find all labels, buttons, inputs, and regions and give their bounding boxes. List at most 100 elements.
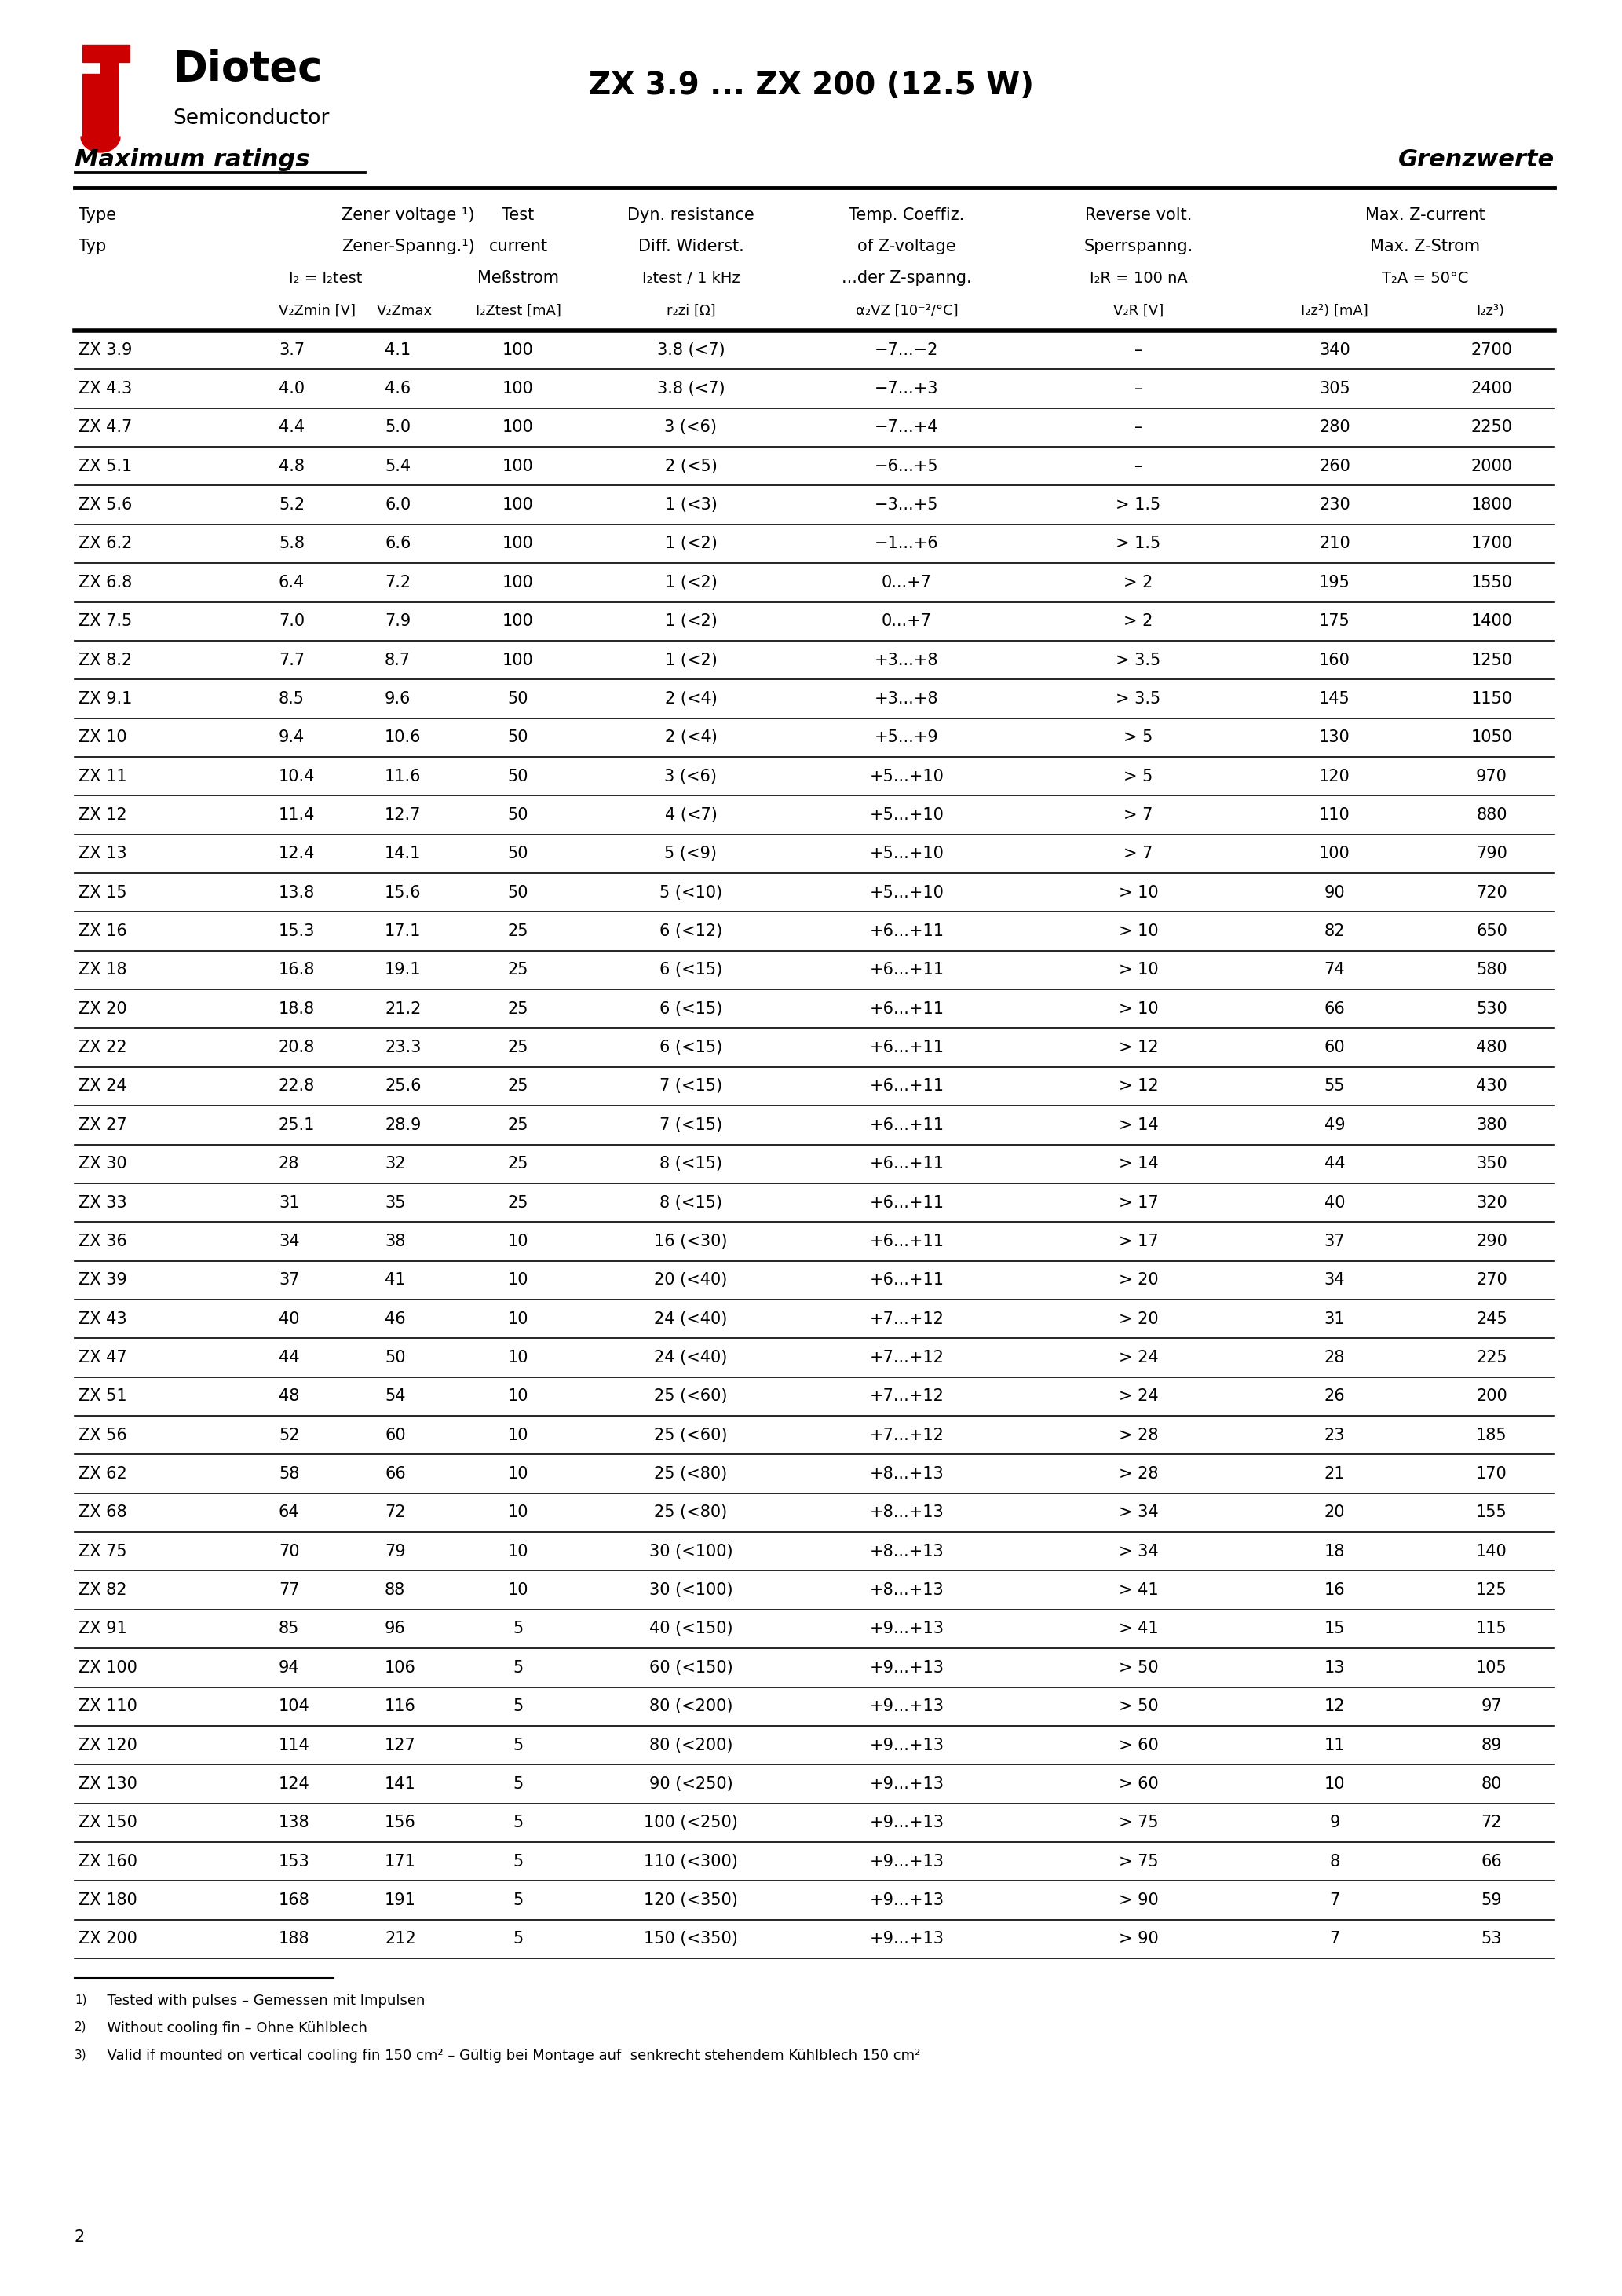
Text: 3.7: 3.7: [279, 342, 305, 358]
Text: 13.8: 13.8: [279, 884, 315, 900]
Text: 16: 16: [1324, 1582, 1345, 1598]
Text: 90 (<250): 90 (<250): [649, 1777, 733, 1791]
Text: 41: 41: [384, 1272, 406, 1288]
Text: 2 (<4): 2 (<4): [665, 730, 717, 746]
Text: 141: 141: [384, 1777, 415, 1791]
Text: +6...+11: +6...+11: [869, 1194, 944, 1210]
Text: 5: 5: [513, 1892, 524, 1908]
Text: > 10: > 10: [1119, 962, 1158, 978]
Text: > 34: > 34: [1119, 1504, 1158, 1520]
Text: 96: 96: [384, 1621, 406, 1637]
Text: 380: 380: [1476, 1118, 1507, 1132]
Text: 100 (<250): 100 (<250): [644, 1814, 738, 1830]
Text: 48: 48: [279, 1389, 300, 1405]
Text: 25: 25: [508, 962, 529, 978]
Text: 5.2: 5.2: [279, 498, 305, 512]
Text: 880: 880: [1476, 808, 1507, 822]
Text: Grenzwerte: Grenzwerte: [1398, 149, 1554, 172]
Text: 127: 127: [384, 1738, 415, 1754]
Text: 4.1: 4.1: [384, 342, 410, 358]
Text: 22.8: 22.8: [279, 1079, 315, 1095]
Text: 58: 58: [279, 1467, 300, 1481]
Bar: [83, 73, 99, 138]
Text: > 1.5: > 1.5: [1116, 535, 1161, 551]
Text: −6...+5: −6...+5: [874, 459, 939, 473]
Text: 100: 100: [503, 652, 534, 668]
Text: 290: 290: [1476, 1233, 1507, 1249]
Text: +6...+11: +6...+11: [869, 1118, 944, 1132]
Text: 7.7: 7.7: [279, 652, 305, 668]
Text: 90: 90: [1324, 884, 1345, 900]
Text: 210: 210: [1319, 535, 1350, 551]
Text: > 34: > 34: [1119, 1543, 1158, 1559]
Text: 4.0: 4.0: [279, 381, 305, 397]
Text: 100: 100: [503, 342, 534, 358]
Text: +9...+13: +9...+13: [869, 1931, 944, 1947]
Text: 195: 195: [1319, 574, 1350, 590]
Text: +7...+12: +7...+12: [869, 1311, 944, 1327]
Text: +8...+13: +8...+13: [869, 1543, 944, 1559]
Text: +3...+8: +3...+8: [874, 691, 939, 707]
Text: 9: 9: [1330, 1814, 1340, 1830]
Text: 25 (<60): 25 (<60): [654, 1428, 728, 1442]
Text: 10: 10: [508, 1311, 529, 1327]
Text: > 20: > 20: [1119, 1311, 1158, 1327]
Text: 60: 60: [384, 1428, 406, 1442]
Text: ZX 130: ZX 130: [78, 1777, 138, 1791]
Text: 5: 5: [513, 1853, 524, 1869]
Text: ZX 120: ZX 120: [78, 1738, 138, 1754]
Text: > 41: > 41: [1119, 1582, 1158, 1598]
Text: 2250: 2250: [1471, 420, 1512, 436]
Text: 10: 10: [508, 1272, 529, 1288]
Text: 25: 25: [508, 1155, 529, 1171]
Text: Dyn. resistance: Dyn. resistance: [628, 207, 754, 223]
Text: +9...+13: +9...+13: [869, 1738, 944, 1754]
Text: r₂zi [Ω]: r₂zi [Ω]: [667, 303, 715, 319]
Text: Semiconductor: Semiconductor: [172, 108, 329, 129]
Text: 320: 320: [1476, 1194, 1507, 1210]
Text: 13: 13: [1324, 1660, 1345, 1676]
Text: ZX 22: ZX 22: [78, 1040, 127, 1056]
Text: 120 (<350): 120 (<350): [644, 1892, 738, 1908]
Text: ZX 11: ZX 11: [78, 769, 127, 785]
Text: 72: 72: [384, 1504, 406, 1520]
Text: 130: 130: [1319, 730, 1350, 746]
Text: 21.2: 21.2: [384, 1001, 422, 1017]
Text: ZX 91: ZX 91: [78, 1621, 127, 1637]
Text: ZX 12: ZX 12: [78, 808, 127, 822]
Text: 8.5: 8.5: [279, 691, 305, 707]
Text: +9...+13: +9...+13: [869, 1777, 944, 1791]
Text: 175: 175: [1319, 613, 1350, 629]
Bar: [101, 57, 118, 138]
Text: Temp. Coeffiz.: Temp. Coeffiz.: [848, 207, 965, 223]
Text: +6...+11: +6...+11: [869, 1272, 944, 1288]
Text: 31: 31: [279, 1194, 300, 1210]
Text: 25 (<80): 25 (<80): [654, 1467, 728, 1481]
Text: > 5: > 5: [1124, 730, 1153, 746]
Text: > 75: > 75: [1119, 1853, 1158, 1869]
Text: Test: Test: [501, 207, 534, 223]
Text: > 17: > 17: [1119, 1233, 1158, 1249]
Text: > 12: > 12: [1119, 1040, 1158, 1056]
Text: 37: 37: [1324, 1233, 1345, 1249]
Text: > 10: > 10: [1119, 923, 1158, 939]
Text: ZX 75: ZX 75: [78, 1543, 127, 1559]
Text: 191: 191: [384, 1892, 415, 1908]
Text: > 60: > 60: [1119, 1738, 1158, 1754]
Text: +5...+10: +5...+10: [869, 845, 944, 861]
Text: +8...+13: +8...+13: [869, 1467, 944, 1481]
Text: 88: 88: [384, 1582, 406, 1598]
Text: > 2: > 2: [1124, 574, 1153, 590]
Text: 82: 82: [1324, 923, 1345, 939]
Text: 580: 580: [1476, 962, 1507, 978]
Text: 38: 38: [384, 1233, 406, 1249]
Text: 150 (<350): 150 (<350): [644, 1931, 738, 1947]
Text: 10.4: 10.4: [279, 769, 315, 785]
Text: > 14: > 14: [1119, 1155, 1158, 1171]
Text: 155: 155: [1476, 1504, 1507, 1520]
Text: > 50: > 50: [1119, 1660, 1158, 1676]
Text: 188: 188: [279, 1931, 310, 1947]
Text: 21: 21: [1324, 1467, 1345, 1481]
Text: 5: 5: [513, 1931, 524, 1947]
Text: 171: 171: [384, 1853, 415, 1869]
